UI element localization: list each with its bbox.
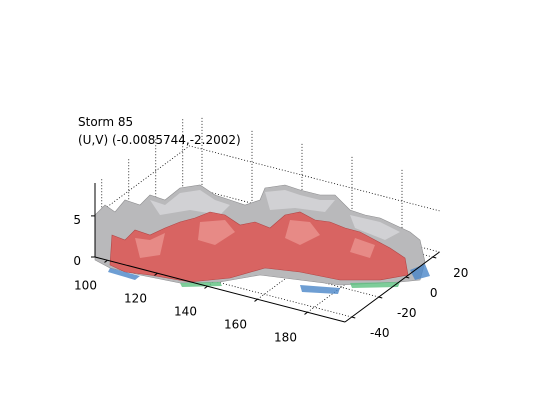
y-tick-label: -20 bbox=[397, 306, 417, 320]
gray-highlight bbox=[150, 190, 400, 240]
red-isosurface bbox=[109, 211, 409, 283]
floor-green bbox=[180, 282, 400, 288]
grid-line bbox=[94, 145, 440, 217]
z-tick-label: 0 bbox=[73, 254, 81, 268]
x-tick-label: 160 bbox=[224, 317, 247, 331]
axis-layer: 100 120 140 160 180 -40 -20 0 20 0 5 bbox=[73, 183, 468, 344]
x-axis-line bbox=[94, 256, 346, 323]
y-tick-label: 20 bbox=[453, 266, 468, 280]
chart-title: Storm 85 bbox=[78, 115, 133, 129]
x-tick-label: 140 bbox=[174, 304, 197, 318]
z-tick-label: 5 bbox=[73, 213, 81, 227]
chart-subtitle: (U,V) (-0.0085744,-2.2002) bbox=[78, 133, 241, 147]
x-tick-label: 100 bbox=[74, 278, 97, 292]
surfaces bbox=[94, 184, 430, 294]
x-tick-label: 120 bbox=[124, 291, 147, 305]
red-highlight bbox=[135, 220, 375, 258]
x-tick-label: 180 bbox=[274, 330, 297, 344]
y-tick-label: -40 bbox=[370, 326, 390, 340]
y-tick-label: 0 bbox=[430, 286, 438, 300]
y-axis-line bbox=[344, 251, 440, 323]
